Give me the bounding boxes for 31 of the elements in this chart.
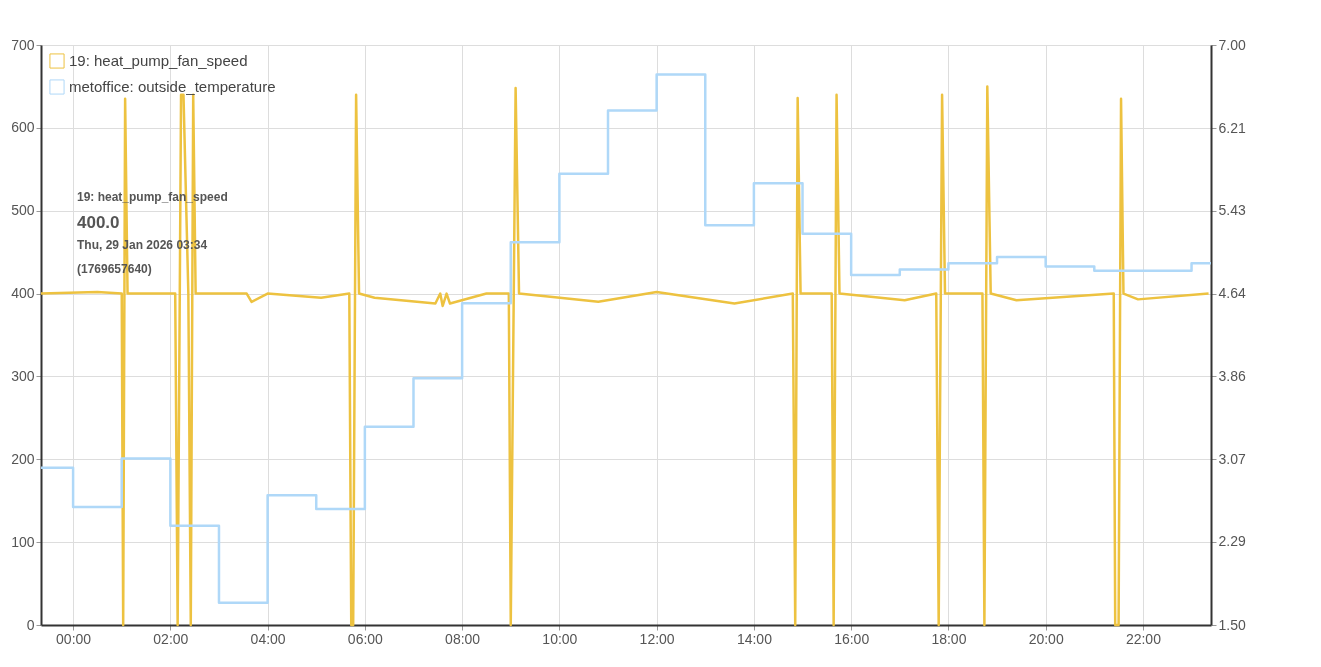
x-tick-label: 18:00 <box>931 630 967 647</box>
x-tick-label: 02:00 <box>153 630 189 647</box>
y2-tick-label: 7.00 <box>1218 36 1246 53</box>
x-tick-label: 08:00 <box>445 630 481 647</box>
y2-tick-label: 2.29 <box>1218 533 1246 550</box>
y2-tick-label: 3.86 <box>1218 367 1246 384</box>
y2-tick-label: 5.43 <box>1218 202 1246 219</box>
y2-tick-label: 4.64 <box>1218 285 1246 302</box>
x-tick-label: 06:00 <box>347 630 384 647</box>
legend-label: 19: heat_pump_fan_speed <box>69 52 248 69</box>
y-tick-label: 200 <box>11 450 35 467</box>
x-tick-label: 16:00 <box>834 630 870 647</box>
x-tick-label: 22:00 <box>1125 630 1162 647</box>
y-tick-label: 500 <box>11 202 35 219</box>
y-tick-label: 100 <box>11 533 35 550</box>
y-tick-label: 300 <box>11 367 35 384</box>
x-tick-label: 14:00 <box>736 630 773 647</box>
y2-tick-label: 3.07 <box>1218 450 1246 467</box>
y-tick-label: 0 <box>26 616 35 633</box>
x-tick-label: 00:00 <box>56 630 92 647</box>
x-tick-label: 20:00 <box>1028 630 1064 647</box>
annotation: 400.0 <box>77 213 120 232</box>
x-tick-label: 04:00 <box>250 630 286 647</box>
y2-tick-label: 1.50 <box>1218 616 1246 633</box>
x-tick-label: 12:00 <box>639 630 675 647</box>
legend-label: metoffice: outside_temperature <box>69 78 276 95</box>
y2-tick-label: 6.21 <box>1218 119 1246 136</box>
y-tick-label: 400 <box>11 285 35 302</box>
x-tick-label: 10:00 <box>542 630 578 647</box>
y-tick-label: 700 <box>11 36 35 53</box>
y-tick-label: 600 <box>11 119 35 136</box>
